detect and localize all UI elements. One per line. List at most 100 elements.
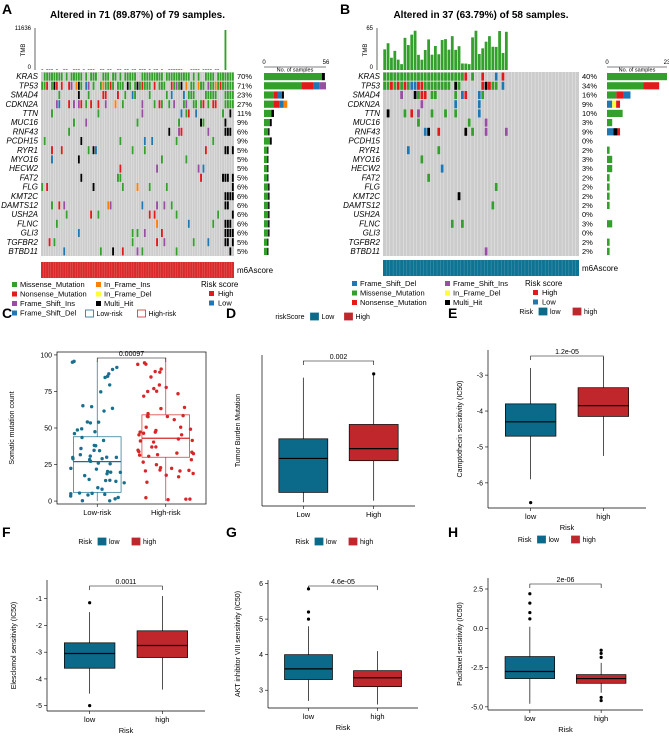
gene-percent: 5% — [237, 238, 248, 247]
oncoplot-cell — [85, 81, 88, 90]
jitter-point — [137, 453, 142, 457]
jitter-point — [68, 494, 73, 498]
oncoplot-cell — [224, 118, 227, 127]
oncoplot-cell — [138, 81, 141, 90]
y-tick-label: 0 — [48, 499, 52, 506]
oncoplot-cell — [209, 81, 212, 90]
y-tick-label: -5 — [477, 444, 483, 451]
sample-count-bar — [267, 174, 269, 182]
gene-percent: 5% — [237, 146, 248, 155]
sample-count-bar — [264, 155, 268, 163]
x-tick-label: High — [366, 510, 381, 519]
legend-key — [537, 535, 546, 544]
oncoplot-cell — [165, 72, 168, 81]
legend-swatch — [96, 282, 101, 287]
gene-percent: 2% — [582, 192, 593, 201]
jitter-point — [141, 431, 146, 435]
oncoplot-cell — [190, 91, 193, 99]
y-tick-label: 50 — [44, 426, 52, 433]
tmb-bar — [400, 64, 403, 70]
oncoplot-cell — [58, 201, 61, 210]
oncoplot-cell — [444, 72, 447, 81]
oncoplot-cell — [454, 81, 458, 90]
y-tick-label: 2.5 — [473, 587, 483, 594]
oncoplot-cell — [226, 192, 229, 201]
legend-key — [538, 307, 548, 316]
tmb-bar — [450, 36, 454, 70]
oncoplot-cell — [109, 201, 112, 210]
oncoplot-cell — [501, 81, 505, 90]
sample-count-bar — [643, 82, 660, 90]
y-tick-label: 6 — [259, 581, 263, 588]
oncoplot-cell — [231, 238, 234, 247]
oncoplot-cell — [165, 183, 168, 191]
box — [577, 387, 629, 417]
oncoplot-cell — [104, 100, 107, 109]
jitter-point — [146, 389, 150, 394]
oncoplot-cell — [207, 127, 210, 136]
tmb-bar — [99, 69, 102, 70]
jitter-point — [136, 362, 140, 367]
y-tick-label: -5.0 — [471, 704, 483, 711]
panel-letter-B: B — [340, 1, 350, 17]
legend-label: low — [109, 539, 120, 546]
gene-percent: 9% — [237, 118, 248, 127]
oncoplot-cell — [447, 72, 451, 81]
oncoplot-cell — [87, 146, 90, 155]
oncoplot-cell — [158, 72, 161, 81]
oncoplot-cell — [406, 81, 410, 90]
oncoplot-cell — [143, 72, 146, 81]
sample-count-bar — [607, 109, 623, 117]
jitter-point — [81, 404, 85, 408]
box — [284, 654, 333, 680]
jitter-point — [69, 466, 73, 471]
box — [505, 403, 557, 437]
oncoplot-cell — [68, 81, 71, 90]
tmb-bar — [430, 54, 434, 70]
x-axis-label: Risk — [336, 723, 351, 732]
jitter-point — [75, 428, 80, 432]
jitter-point — [92, 443, 96, 448]
gene-label: RYR1 — [17, 146, 38, 155]
oncoplot-cell — [119, 72, 122, 81]
oncoplot-cell — [477, 109, 481, 118]
tmb-bar — [464, 63, 468, 70]
tmb-bar — [494, 46, 498, 70]
oncoplot-cell — [119, 137, 122, 145]
jitter-point — [149, 375, 153, 379]
oncoplot-cell — [104, 81, 107, 90]
oncoplot-cell — [420, 91, 424, 99]
tmb-bar — [481, 48, 485, 70]
sample-count-bar — [607, 100, 613, 108]
panel-title-B: Altered in 37 (63.79%) of 58 samples. — [393, 10, 568, 21]
oncoplot-cell — [143, 81, 146, 90]
x-tick-label: high — [594, 714, 608, 723]
outlier-point — [599, 695, 603, 700]
oncoplot-cell — [410, 72, 414, 81]
tmb-bar — [119, 69, 122, 70]
oncoplot-cell — [226, 201, 229, 210]
boxplot-F: F Risk low high -5 -4 -3 -2 -1 Elesclomol sensiti… — [2, 524, 205, 735]
oncoplot-cell — [204, 146, 207, 155]
gene-percent: 11% — [237, 109, 252, 118]
oncoplot-cell — [197, 81, 200, 90]
legend-label: Missense_Mutation — [20, 280, 85, 289]
oncoplot-cell — [51, 155, 53, 164]
tmb-bar — [168, 69, 171, 70]
oncoplot-cell — [471, 127, 474, 136]
oncoplot-cell — [229, 192, 232, 201]
jitter-point — [80, 499, 85, 503]
oncoplot-cell — [197, 72, 200, 81]
tmb-bar — [173, 69, 176, 70]
gene-label: GLI3 — [21, 229, 39, 238]
significance-bracket — [530, 355, 604, 360]
jitter-point — [190, 450, 194, 454]
sample-count-bar — [264, 109, 272, 117]
jitter-point — [146, 411, 150, 416]
oncoplot-cell — [85, 72, 88, 81]
gene-percent: 6% — [237, 210, 248, 219]
sample-count-bar — [271, 109, 274, 117]
jitter-point — [164, 473, 168, 477]
oncoplot-cell — [231, 81, 234, 90]
oncoplot-cell — [231, 183, 234, 191]
